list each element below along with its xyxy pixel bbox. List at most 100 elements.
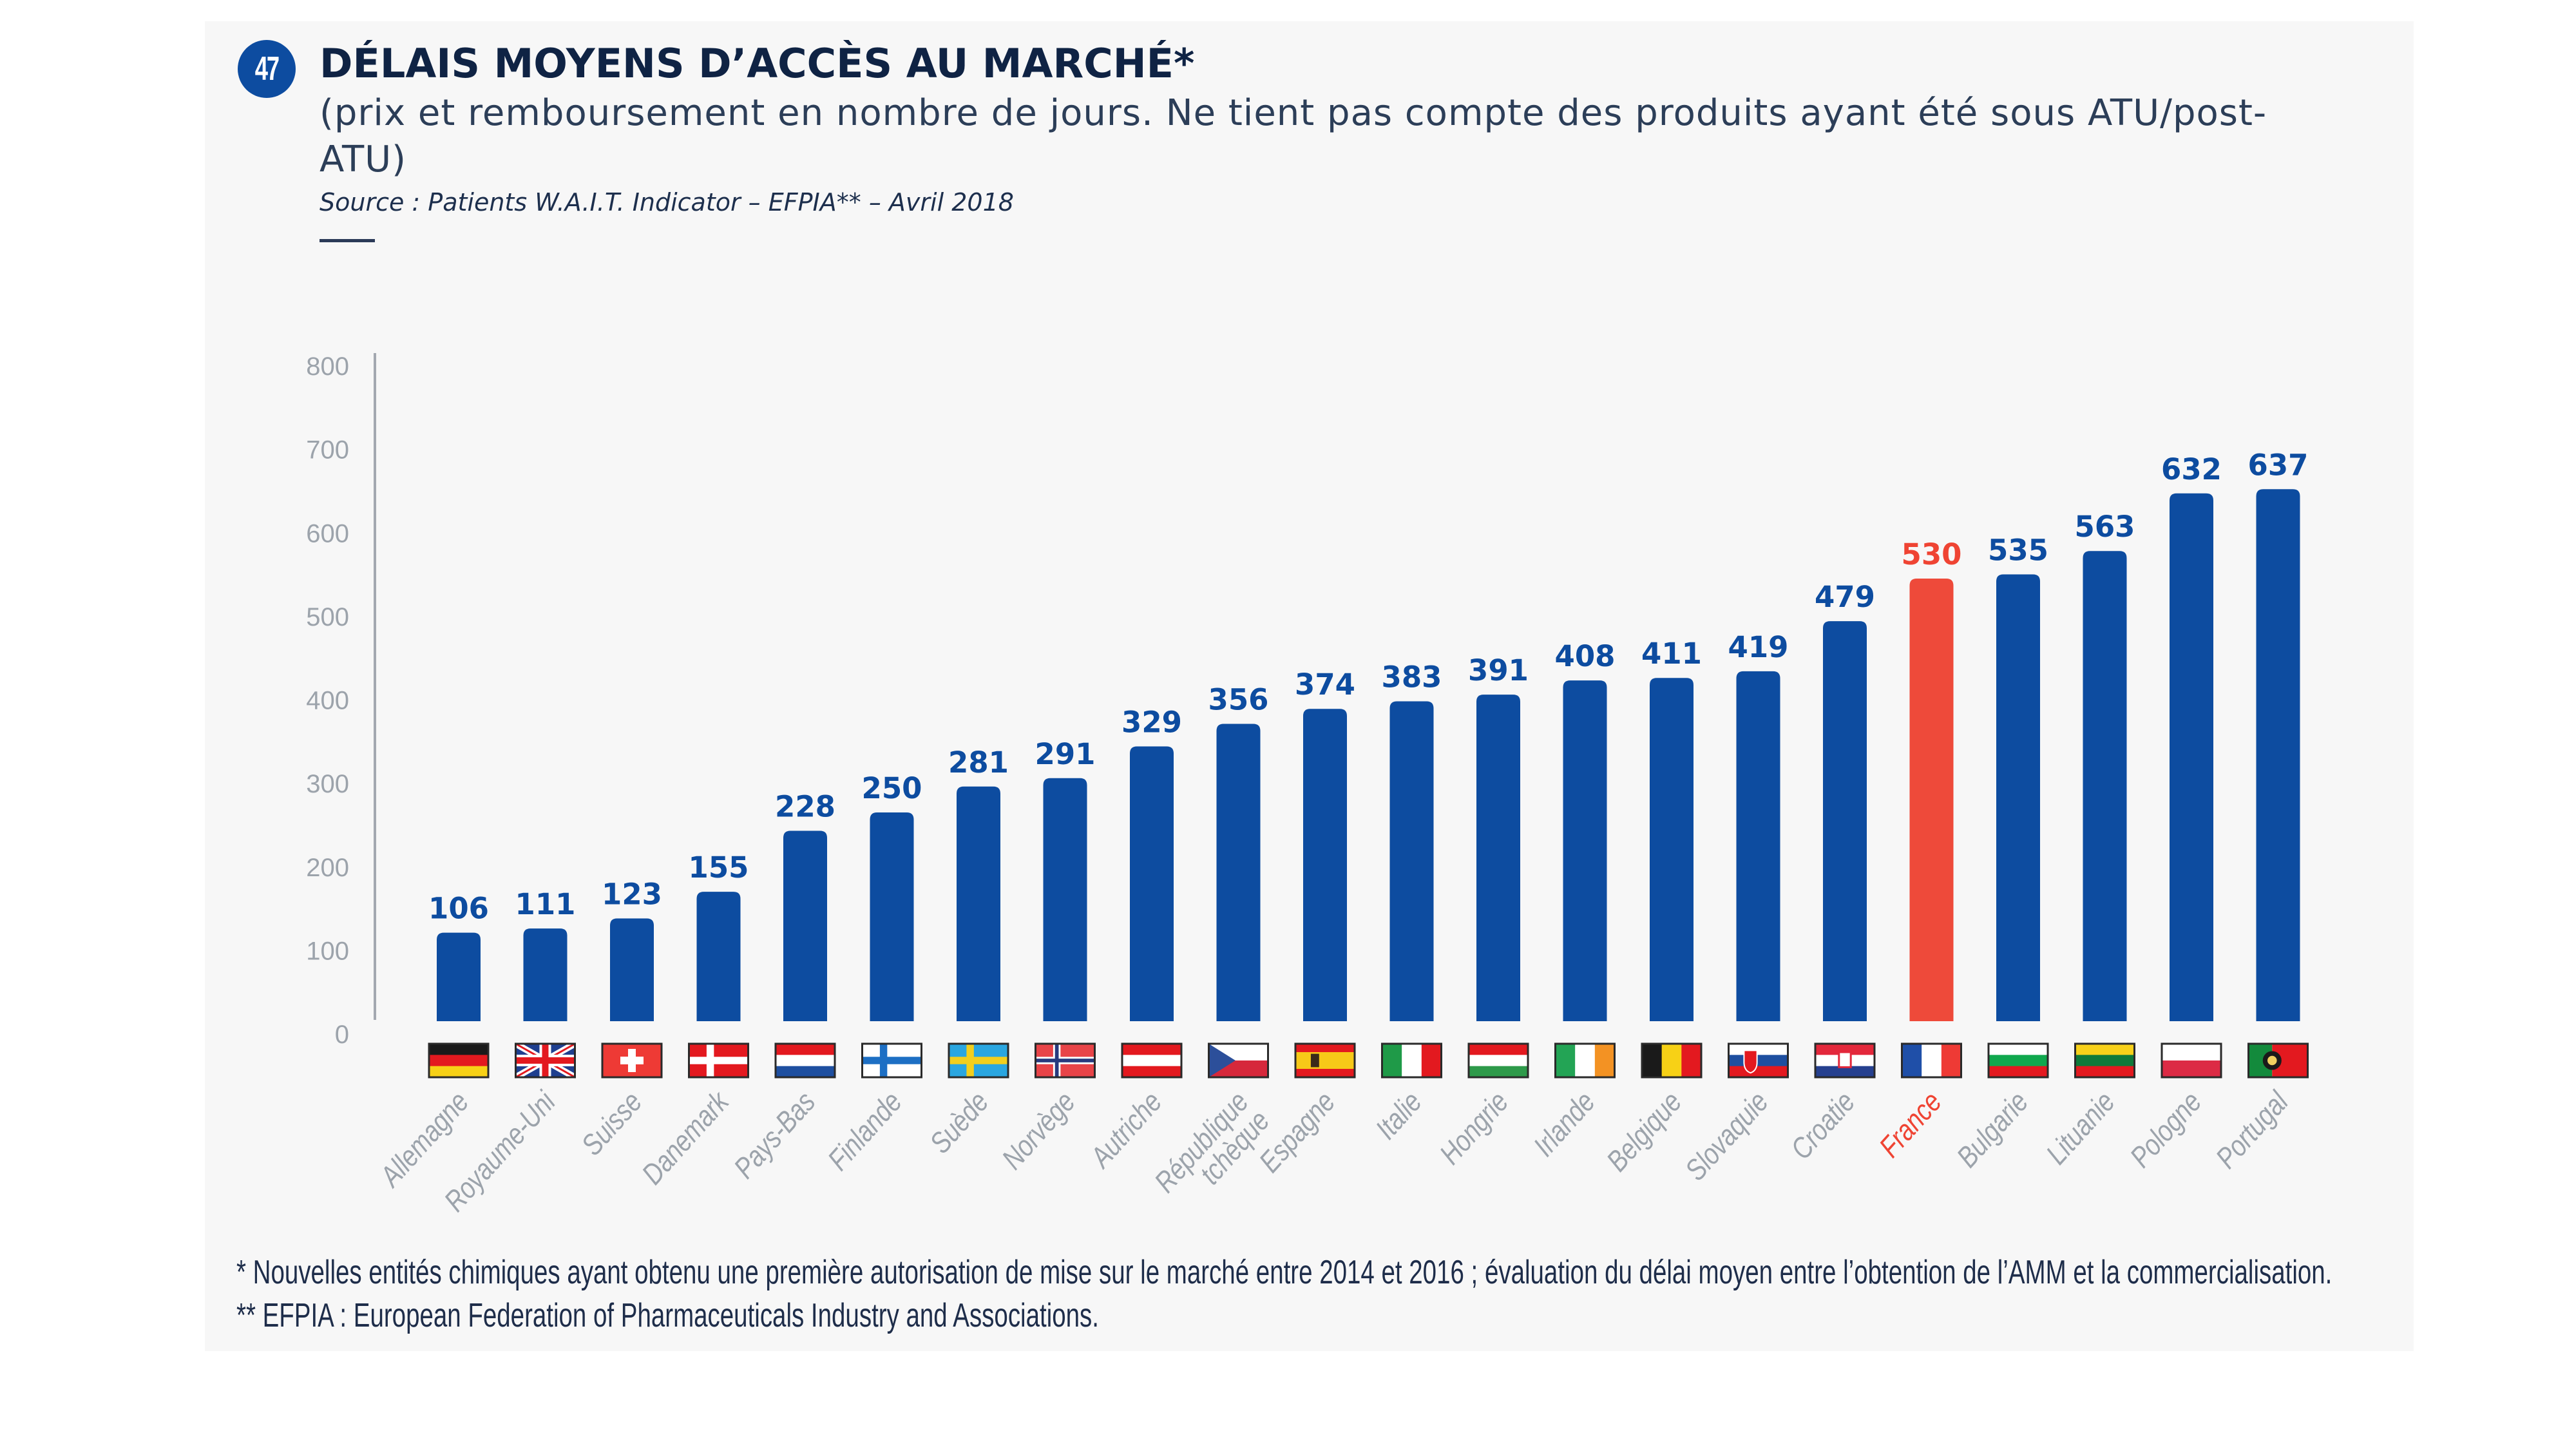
category-label: Autriche bbox=[1083, 1085, 1169, 1175]
y-tick-label: 0 bbox=[335, 1021, 349, 1049]
bar-allemagne bbox=[437, 932, 481, 1021]
value-label: 374 bbox=[1295, 667, 1355, 702]
bar-irlande bbox=[1563, 680, 1607, 1021]
flag-hu-icon bbox=[1467, 1042, 1529, 1079]
flag-gb-icon bbox=[514, 1041, 577, 1080]
value-label: 563 bbox=[2075, 510, 2135, 544]
bar-croatie bbox=[1823, 621, 1867, 1021]
value-label: 530 bbox=[1902, 537, 1962, 571]
flag-hr-icon bbox=[1814, 1042, 1876, 1079]
value-label: 228 bbox=[775, 789, 835, 823]
flag-pl-icon bbox=[2161, 1042, 2222, 1079]
bars bbox=[437, 489, 2300, 1021]
category-label-text: Portugal bbox=[2209, 1084, 2295, 1175]
bar-italie bbox=[1389, 701, 1434, 1021]
bar-norvège bbox=[1043, 778, 1087, 1021]
figure-number-badge: 47 bbox=[238, 40, 296, 98]
flag-cz-icon bbox=[1208, 1042, 1269, 1079]
category-label-text: Finlande bbox=[821, 1085, 908, 1176]
y-tick-labels: 0 100 200 300 400 500 600 700 800 bbox=[306, 352, 349, 1049]
category-label-text: Lituanie bbox=[2039, 1085, 2121, 1171]
flag-fr-icon bbox=[1901, 1042, 1962, 1079]
category-label-text: France bbox=[1873, 1085, 1948, 1164]
bar-france bbox=[1909, 578, 1954, 1021]
value-label: 408 bbox=[1555, 639, 1616, 673]
category-label-text: Suisse bbox=[575, 1085, 648, 1161]
flag-ch-icon bbox=[601, 1042, 663, 1079]
category-label-text: Slovaquie bbox=[1679, 1085, 1775, 1186]
flag-no-icon bbox=[1035, 1042, 1096, 1079]
category-label: Croatie bbox=[1784, 1085, 1862, 1166]
bar-belgique bbox=[1650, 678, 1693, 1021]
category-label-text: Norvège bbox=[995, 1085, 1082, 1175]
chart-panel bbox=[205, 21, 2414, 1351]
category-label-text: Danemark bbox=[635, 1084, 736, 1191]
figure-number: 47 bbox=[254, 50, 280, 88]
value-label: 111 bbox=[515, 887, 576, 921]
category-label-text: Bulgarie bbox=[1951, 1085, 2035, 1173]
bar-portugal bbox=[2256, 489, 2300, 1021]
category-label: Hongrie bbox=[1433, 1085, 1515, 1171]
flag-de-icon bbox=[428, 1042, 490, 1079]
value-label: 123 bbox=[602, 878, 662, 912]
bar-royaume-uni bbox=[523, 928, 568, 1021]
category-label: Norvège bbox=[995, 1085, 1082, 1175]
bar-hongrie bbox=[1476, 695, 1520, 1021]
bar-lituanie bbox=[2083, 551, 2127, 1021]
category-label: Slovaquie bbox=[1679, 1085, 1775, 1186]
bar-danemark bbox=[696, 892, 741, 1021]
flag-nl-icon bbox=[774, 1042, 836, 1079]
value-label: 419 bbox=[1728, 630, 1789, 664]
value-label: 383 bbox=[1382, 660, 1442, 695]
title-divider bbox=[320, 239, 375, 242]
category-label-text: Irlande bbox=[1527, 1085, 1601, 1162]
value-label: 535 bbox=[1988, 533, 2048, 568]
value-label: 329 bbox=[1121, 705, 1182, 740]
footnote-2: ** EFPIA : European Federation of Pharma… bbox=[236, 1297, 1099, 1334]
flag-it-icon bbox=[1381, 1042, 1442, 1079]
category-label-text: Autriche bbox=[1083, 1085, 1169, 1175]
value-label: 637 bbox=[2248, 448, 2309, 482]
y-tick-label: 700 bbox=[306, 436, 349, 465]
flag-ie-icon bbox=[1554, 1042, 1616, 1079]
bar-suisse bbox=[610, 918, 654, 1021]
flag-se-icon bbox=[948, 1042, 1009, 1079]
y-tick-label: 500 bbox=[306, 603, 349, 631]
category-label-text: Suède bbox=[923, 1085, 995, 1159]
category-label: Pologne bbox=[2124, 1085, 2208, 1173]
y-tick-label: 400 bbox=[306, 687, 349, 715]
value-label: 391 bbox=[1468, 653, 1529, 687]
value-label: 250 bbox=[862, 771, 922, 805]
footnote-1: * Nouvelles entités chimiques ayant obte… bbox=[236, 1254, 2333, 1291]
bar-pologne bbox=[2170, 493, 2213, 1021]
bar-suède bbox=[957, 786, 1000, 1021]
value-label: 356 bbox=[1208, 683, 1269, 717]
bar-finlande bbox=[870, 812, 914, 1021]
flag-es-icon bbox=[1294, 1042, 1356, 1079]
bar-république-tchèque bbox=[1216, 724, 1261, 1021]
category-label: Danemark bbox=[635, 1084, 736, 1191]
flag-be-icon bbox=[1641, 1042, 1703, 1079]
category-label-text: Hongrie bbox=[1433, 1085, 1515, 1171]
chart-title: DÉLAIS MOYENS D’ACCÈS AU MARCHÉ* bbox=[320, 40, 1195, 87]
flag-bg-icon bbox=[1987, 1042, 2049, 1079]
bar-slovaquie bbox=[1736, 671, 1780, 1021]
y-tick-label: 200 bbox=[306, 854, 349, 882]
value-label: 281 bbox=[948, 745, 1009, 780]
category-label: Suisse bbox=[575, 1085, 648, 1161]
flag-at-icon bbox=[1121, 1042, 1183, 1079]
value-labels: 106 111 123 155 228 250 281 291 329 356 374 383 391 4… bbox=[428, 448, 2308, 925]
flag-fi-icon bbox=[861, 1042, 922, 1079]
bar-pays-bas bbox=[783, 830, 827, 1021]
category-label-text: Pologne bbox=[2124, 1085, 2208, 1173]
bar-espagne bbox=[1303, 709, 1347, 1021]
category-label-text: Italie bbox=[1369, 1085, 1427, 1146]
category-label: Belgique bbox=[1600, 1085, 1688, 1177]
category-label-text: Pays-Bas bbox=[727, 1085, 821, 1184]
flags bbox=[428, 1041, 2309, 1080]
category-label-text: Belgique bbox=[1600, 1085, 1688, 1177]
category-label: Portugal bbox=[2209, 1084, 2295, 1175]
bar-autriche bbox=[1130, 746, 1174, 1021]
value-label: 479 bbox=[1815, 580, 1875, 614]
